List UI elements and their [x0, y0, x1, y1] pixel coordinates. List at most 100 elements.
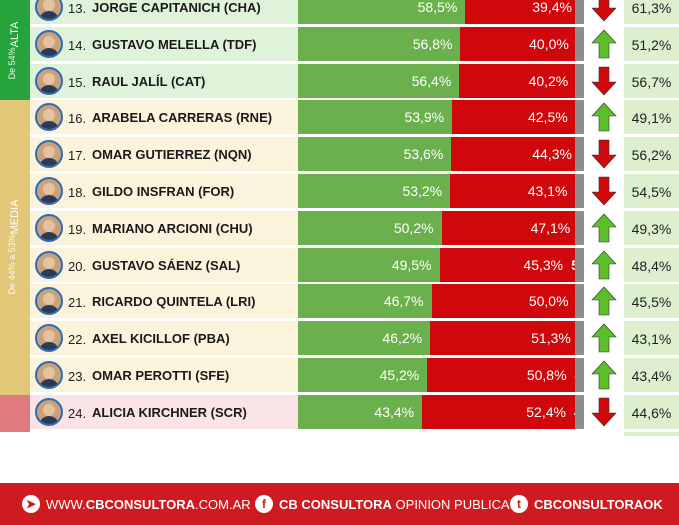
- arrow-shape: [591, 286, 617, 316]
- rank-number: 19.: [68, 221, 87, 237]
- trend-up-arrow-icon: [591, 286, 617, 316]
- governor-name: GUSTAVO MELELLA (TDF): [92, 36, 257, 52]
- disapproval-bar: 39,4%: [465, 0, 578, 24]
- row-separator: [30, 393, 298, 394]
- band-range: De 54%: [7, 47, 17, 80]
- trend-up-arrow-icon: [591, 323, 617, 353]
- avatar: [35, 140, 63, 169]
- facebook-name: CB CONSULTORA: [279, 496, 392, 512]
- previous-value: 49,3%: [631, 220, 672, 237]
- disapproval-bar: 42,5%: [452, 100, 574, 135]
- arrow-shape: [591, 176, 617, 206]
- band-label: De 44% a 53% MEDIA: [0, 100, 30, 394]
- disapproval-bar: 50,0%: [431, 284, 575, 319]
- trend-up-arrow-icon: [591, 250, 617, 279]
- previous-value: 56,7%: [631, 73, 672, 90]
- governor-name: RAUL JALÍL (CAT): [92, 73, 206, 89]
- row-separator: [30, 245, 298, 247]
- arrow-shape: [591, 360, 617, 390]
- rank-number: 13.: [68, 1, 87, 16]
- row-background: [30, 247, 298, 282]
- previous-cell: [624, 26, 679, 61]
- row-background: [30, 63, 298, 98]
- governor-name: ALICIA KIRCHNER (SCR): [92, 404, 247, 420]
- previous-value: 43,4%: [631, 368, 672, 384]
- row-background: [30, 0, 298, 24]
- avatar: [35, 29, 63, 58]
- ns-nc-bar: [575, 137, 584, 172]
- rank-number: 15.: [68, 74, 87, 90]
- row-separator: [30, 356, 298, 358]
- governor-name: RICARDO QUINTELA (LRI): [92, 294, 256, 310]
- website-link[interactable]: ➤ WWW. CBCONSULTORA .COM.AR: [22, 495, 251, 513]
- previous-value: 49,1%: [631, 110, 672, 127]
- avatar-body: [39, 11, 59, 19]
- previous-cell: [624, 284, 679, 319]
- row-separator: [30, 209, 298, 210]
- facebook-link[interactable]: f CB CONSULTORA OPINION PUBLICA: [255, 495, 510, 513]
- row-background: [30, 321, 298, 356]
- rank-number: 16.: [68, 111, 87, 127]
- approval-bar: 46,7%: [298, 284, 432, 319]
- ns-nc-bar: [575, 394, 584, 429]
- avatar-body: [39, 305, 59, 314]
- disapproval-bar: 44,3%: [451, 137, 578, 172]
- previous-value: 45,5%: [631, 294, 672, 311]
- avatar-body: [39, 158, 59, 167]
- ns-nc-bar: [575, 284, 584, 319]
- avatar-body: [39, 231, 59, 240]
- avatar-face: [43, 403, 55, 416]
- twitter-handle: CBCONSULTORAOK: [534, 496, 663, 512]
- arrow-shape: [591, 0, 617, 22]
- avatar-body: [39, 84, 59, 93]
- avatar-body: [39, 342, 59, 351]
- band-range: De 44% a 53%: [7, 234, 17, 296]
- previous-cell: [624, 358, 679, 392]
- twitter-link[interactable]: t CBCONSULTORAOK: [510, 495, 663, 513]
- arrow-shape: [591, 250, 617, 279]
- ns-nc-bar: [575, 321, 584, 356]
- trend-down-arrow-icon: [591, 0, 617, 22]
- band-alta: [0, 0, 30, 101]
- approval-bar: 46,2%: [298, 321, 431, 356]
- disapproval-bar: 40,0%: [460, 26, 575, 61]
- governor-name: MARIANO ARCIONI (CHU): [92, 220, 253, 236]
- footer-bar: ➤ WWW. CBCONSULTORA .COM.AR f CB CONSULTOR…: [0, 483, 679, 525]
- governor-name: GUSTAVO SÁENZ (SAL): [92, 257, 241, 273]
- avatar-body: [39, 47, 59, 56]
- previous-value: 48,4%: [631, 257, 672, 274]
- ns-nc-bar: [575, 100, 584, 135]
- website-suffix: .COM.AR: [195, 496, 251, 512]
- governor-name: AXEL KICILLOF (PBA): [92, 331, 230, 347]
- approval-bar: 56,8%: [298, 26, 461, 61]
- disapproval-bar: 40,2%: [459, 63, 575, 98]
- avatar-face: [43, 146, 55, 159]
- disapproval-bar: 43,1%: [450, 174, 574, 208]
- approval-bar: 45,2%: [298, 358, 428, 392]
- avatar: [35, 287, 63, 316]
- avatar: [35, 213, 63, 242]
- avatar-body: [39, 379, 59, 387]
- row-separator: [30, 172, 298, 174]
- row-separator: [30, 282, 298, 284]
- arrow-shape: [591, 139, 617, 169]
- twitter-icon: t: [510, 495, 528, 513]
- arrow-shape: [591, 323, 617, 353]
- rank-number: 24.: [68, 405, 87, 421]
- avatar-face: [43, 367, 55, 379]
- previous-value: 61,3%: [631, 0, 672, 16]
- band-baja: [0, 394, 30, 432]
- row-separator: [30, 135, 298, 137]
- trend-down-arrow-icon: [591, 397, 617, 427]
- arrow-shape: [591, 213, 617, 243]
- avatar-face: [43, 293, 55, 306]
- trend-up-arrow-icon: [591, 102, 617, 132]
- previous-value: 43,1%: [631, 331, 672, 348]
- band-name: MEDIA: [9, 200, 21, 235]
- avatar-body: [39, 121, 59, 130]
- arrow-shape: [591, 102, 617, 132]
- rank-number: 23.: [68, 369, 87, 384]
- row-background: [30, 100, 298, 135]
- row-background: [30, 284, 298, 319]
- previous-value: 56,2%: [631, 147, 672, 164]
